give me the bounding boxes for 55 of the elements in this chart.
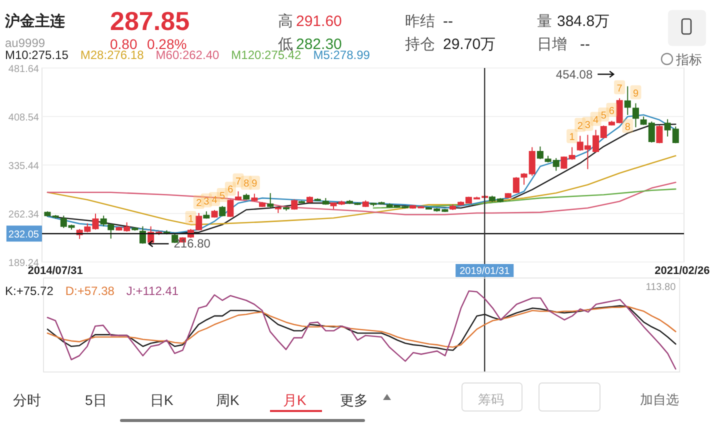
y-tick-label: 335.44 — [8, 161, 40, 172]
text: 指标 — [675, 52, 702, 67]
text: M5:278.99 — [313, 48, 370, 62]
text: 量 — [537, 13, 552, 30]
text: 周K — [216, 392, 240, 408]
text: 加自选 — [640, 392, 679, 407]
text: 384.8万 — [557, 13, 610, 30]
annotation: 216.80 — [174, 236, 211, 251]
text: 291.60 — [296, 13, 342, 30]
annotation: 1 — [569, 132, 576, 144]
annotation: 4 — [593, 114, 600, 126]
annotation: 5 — [600, 110, 607, 122]
annotation: 4 — [212, 195, 218, 206]
text: 5日 — [85, 392, 107, 408]
y-tick-label: 262.34 — [8, 210, 40, 220]
text: D:+57.38 — [65, 284, 115, 298]
text: 月K — [283, 392, 307, 408]
annotation: 2 — [196, 198, 202, 209]
annotation: 9 — [252, 178, 258, 190]
annotation: 8 — [244, 178, 250, 190]
text: M10:275.15 — [5, 48, 69, 62]
text: -- — [443, 13, 453, 30]
annotation: 113.80 — [646, 282, 676, 293]
annotation: 3 — [584, 120, 591, 131]
text: -- — [580, 36, 590, 53]
y-tick-label: 481.64 — [8, 64, 40, 75]
text: 287.85 — [110, 6, 190, 36]
x-tick-label: 2021/02/26 — [654, 265, 710, 277]
annotation: 7 — [235, 176, 242, 188]
text: 29.70万 — [443, 36, 496, 53]
text: 持仓 — [405, 36, 435, 53]
text: 日增 — [537, 36, 567, 53]
ref-line-label: 2019/01/31 — [460, 266, 510, 277]
text: 分时 — [13, 392, 41, 408]
annotation: 454.08 — [556, 67, 593, 82]
text: 更多 — [340, 392, 368, 408]
annotation: 1 — [188, 214, 194, 225]
text: au9999 — [5, 36, 46, 50]
annotation: 7 — [616, 83, 623, 94]
y-tick-label: 408.54 — [8, 112, 40, 124]
series-label: J:+112.41 — [126, 284, 179, 298]
text: 昨结 — [405, 13, 435, 30]
text: 筹码 — [478, 392, 504, 407]
text: 日K — [150, 392, 174, 408]
text: 沪金主连 — [4, 12, 66, 30]
text: K:+75.72 — [5, 284, 54, 298]
annotation: 3 — [204, 196, 210, 208]
ref-line-label: 232.05 — [8, 230, 40, 241]
x-tick-label: 2014/07/31 — [28, 265, 83, 277]
text: 高 — [278, 13, 293, 30]
annotation: 8 — [624, 122, 631, 133]
annotation: 6 — [228, 184, 234, 196]
annotation: 6 — [608, 106, 615, 117]
annotation: 2 — [577, 120, 584, 132]
annotation: 9 — [632, 88, 639, 100]
